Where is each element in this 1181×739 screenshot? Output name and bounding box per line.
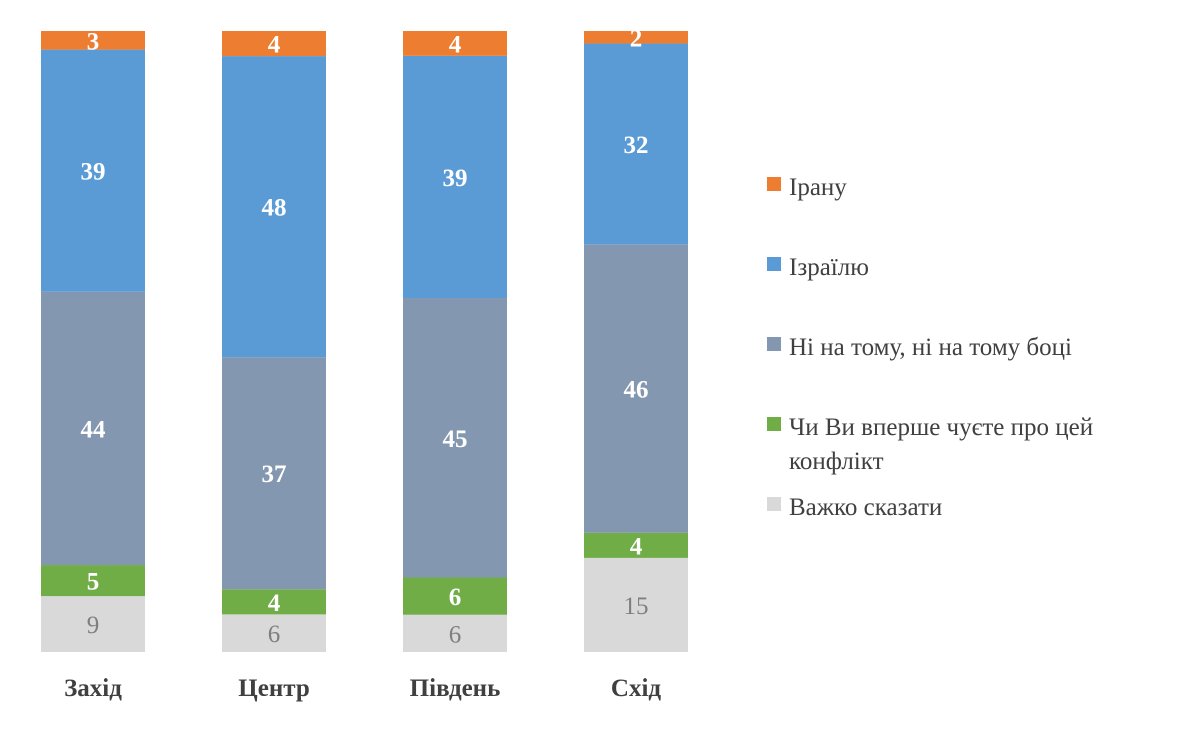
category-label-4: Схід: [611, 675, 662, 702]
data-label-iran-2: 4: [268, 32, 281, 59]
data-label-first-time-3: 6: [449, 584, 462, 611]
legend-item-hard-to-say: Важко сказати: [767, 491, 942, 525]
legend-swatch-neither: [767, 337, 781, 351]
data-label-iran-3: 4: [449, 31, 462, 58]
legend-swatch-first-time: [767, 417, 781, 431]
data-label-first-time-2: 4: [268, 590, 281, 617]
data-label-first-time-4: 4: [630, 533, 643, 560]
data-label-israel-1: 39: [81, 159, 106, 186]
legend-swatch-israel: [767, 257, 781, 271]
data-label-israel-2: 48: [262, 195, 287, 222]
data-label-neither-3: 45: [443, 426, 468, 453]
legend-label-israel: Ізраїлю: [789, 251, 869, 285]
data-label-israel-3: 39: [443, 165, 468, 192]
legend-swatch-iran: [767, 177, 781, 191]
legend-label-iran: Ірану: [789, 171, 847, 205]
data-label-neither-2: 37: [262, 461, 287, 488]
legend-item-israel: Ізраїлю: [767, 251, 869, 285]
data-label-hard-to-say-2: 6: [268, 621, 281, 648]
data-label-iran-4: 2: [630, 25, 643, 52]
legend-item-iran: Ірану: [767, 171, 847, 205]
legend-item-neither: Ні на тому, ні на тому боці: [767, 331, 1072, 365]
data-label-iran-1: 3: [87, 28, 100, 55]
category-label-1: Захід: [64, 675, 122, 702]
data-label-neither-4: 46: [624, 377, 649, 404]
legend-swatch-hard-to-say: [767, 497, 781, 511]
legend-item-first-time: Чи Ви вперше чуєте про цей конфлікт: [767, 411, 1159, 479]
category-label-3: Південь: [410, 675, 501, 702]
data-label-neither-1: 44: [81, 416, 107, 443]
data-label-hard-to-say-3: 6: [449, 621, 462, 648]
data-label-israel-4: 32: [624, 132, 649, 159]
data-label-first-time-1: 5: [87, 569, 100, 596]
legend-label-neither: Ні на тому, ні на тому боці: [789, 331, 1072, 365]
stacked-bar-chart: 9 5 44 39 3 Захід 6 4 37 48 4 Центр 6 6 45 39 4 Південь 15…: [0, 0, 740, 739]
data-label-hard-to-say-1: 9: [87, 612, 100, 639]
legend-label-first-time: Чи Ви вперше чуєте про цей конфлікт: [789, 411, 1159, 479]
data-label-hard-to-say-4: 15: [624, 593, 649, 620]
category-label-2: Центр: [238, 675, 309, 702]
legend-label-hard-to-say: Важко сказати: [789, 491, 942, 525]
